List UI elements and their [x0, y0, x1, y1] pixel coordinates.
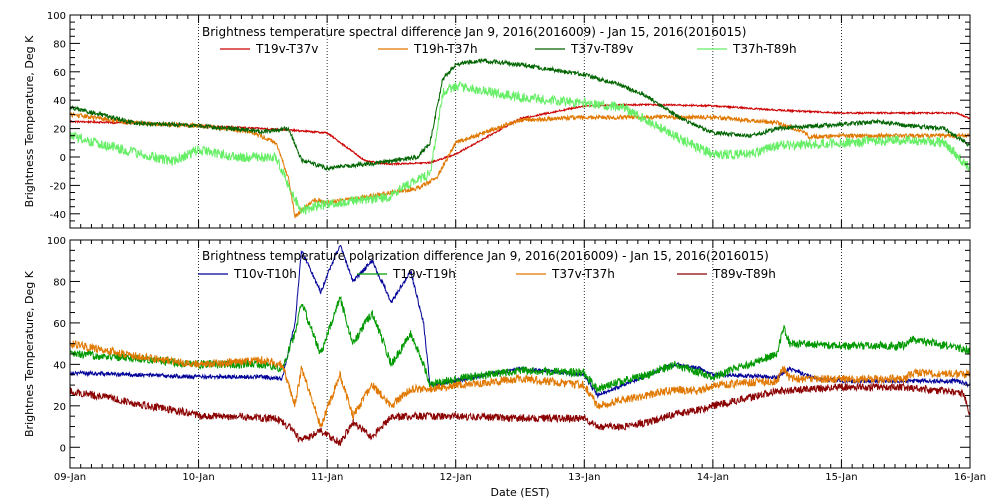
y-tick-label: 100 [47, 11, 66, 22]
series-line-t37h-t89h [70, 80, 970, 215]
x-tick-label: 10-Jan [182, 472, 214, 483]
x-tick-label: 09-Jan [54, 472, 86, 483]
x-tick-label: 13-Jan [568, 472, 600, 483]
series-line-t89v-t89h [70, 382, 970, 447]
x-tick-label: 14-Jan [697, 472, 729, 483]
x-tick-label: 15-Jan [825, 472, 857, 483]
x-tick-label: 16-Jan [954, 472, 986, 483]
y-tick-label: 40 [53, 96, 66, 107]
y-tick-label: 0 [60, 443, 66, 454]
y-tick-label: 80 [53, 39, 66, 50]
y-tick-label: 100 [47, 236, 66, 247]
series-line-t37v-t89v [70, 57, 970, 172]
x-tick-label: 12-Jan [440, 472, 472, 483]
chart-title: Brightness temperature polarization diff… [202, 249, 769, 263]
legend-label: T37v-T37h [551, 267, 615, 281]
x-tick-label: 11-Jan [311, 472, 343, 483]
legend-label: T19h-T37h [413, 42, 478, 56]
legend-label: T37h-T89h [732, 42, 797, 56]
legend-label: T19v-T19h [392, 267, 456, 281]
legend-label: T37v-T89v [570, 42, 633, 56]
y-tick-label: 40 [53, 360, 66, 371]
x-axis-label: Date (EST) [490, 486, 549, 499]
y-tick-label: 20 [53, 402, 66, 413]
polarization-difference-panel: 0 20 40 60 80 100 09-Jan 10-Jan 11-Jan 12-Jan 13-J… [23, 236, 986, 499]
legend-label: T19v-T37v [255, 42, 318, 56]
y-axis-label: Brightnes Temperature, Deg K [23, 270, 36, 437]
spectral-difference-panel: -40 -20 0 20 40 60 80 100 Brightness temperature… [23, 11, 971, 229]
series-line-t19v-t37v [70, 102, 970, 167]
series-line-t10v-t10h [70, 244, 970, 399]
y-tick-label: -40 [50, 210, 66, 221]
y-axis-label: Brightness Temperature, Deg K [23, 35, 36, 207]
y-tick-label: 20 [53, 125, 66, 136]
legend-label: T10v-T10h [233, 267, 297, 281]
series-line-t37v-t37h [70, 340, 970, 428]
y-tick-label: 80 [53, 277, 66, 288]
series-line-t19h-t37h [70, 111, 970, 219]
y-tick-label: 60 [53, 319, 66, 330]
legend-label: T89v-T89h [712, 267, 776, 281]
y-tick-label: 0 [60, 153, 66, 164]
y-tick-label: -20 [50, 181, 66, 192]
chart-title: Brightness temperature spectral differen… [202, 25, 746, 39]
y-tick-label: 60 [53, 68, 66, 79]
